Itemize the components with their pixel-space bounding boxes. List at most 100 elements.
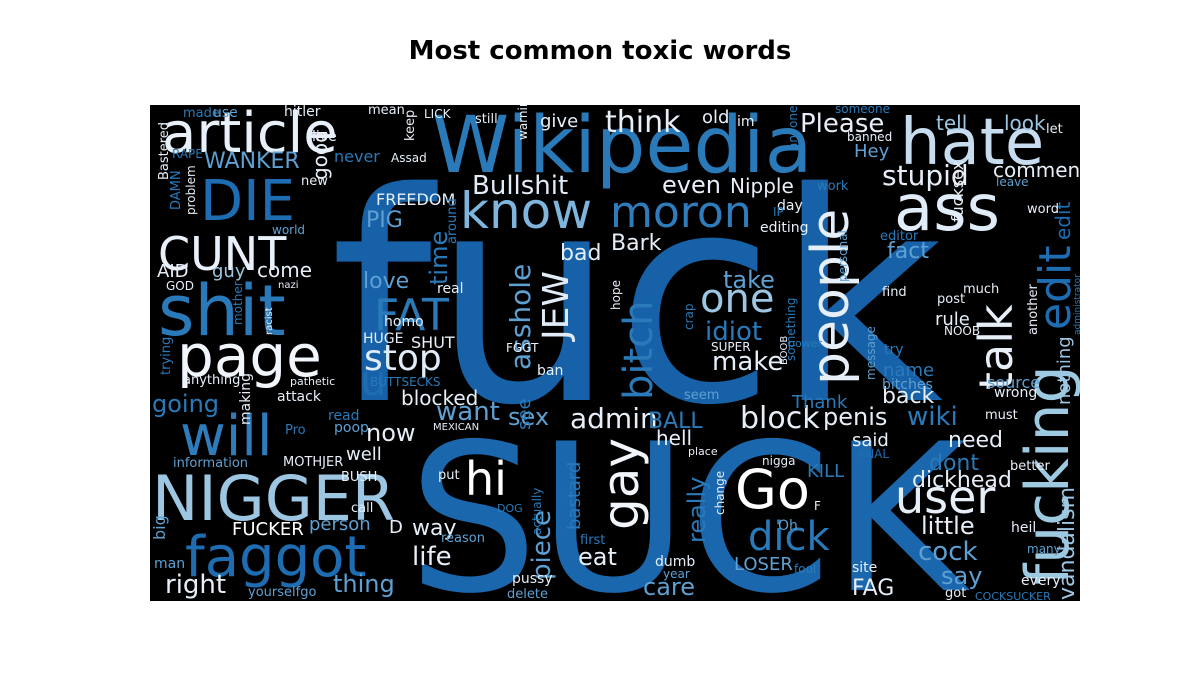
word-106: bitches [882, 377, 933, 393]
word-102: source [987, 373, 1040, 392]
word-152: personal [836, 230, 850, 282]
word-124: dumb [655, 554, 695, 570]
word-151: let [1046, 122, 1063, 137]
word-53: now [366, 419, 416, 447]
word-29: JEW [536, 271, 577, 342]
word-120: yourselfgo [248, 585, 316, 600]
word-99: see [514, 398, 535, 430]
word-170: hitler [284, 105, 321, 120]
word-16: will [180, 404, 272, 469]
word-184: anything [183, 373, 240, 388]
word-37: admin [570, 402, 658, 435]
word-196: nigga [762, 454, 796, 468]
word-97: said [852, 430, 889, 451]
word-193: around [445, 198, 460, 244]
word-27: one [700, 276, 774, 322]
word-66: love [363, 269, 409, 294]
word-181: racist [264, 307, 275, 335]
word-116: BUSH [341, 470, 377, 485]
word-94: FREEDOM [376, 190, 455, 209]
word-119: man [154, 556, 185, 572]
word-78: say [941, 562, 982, 590]
word-20: gay [592, 438, 650, 530]
word-71: come [257, 258, 312, 282]
word-160: IP [773, 205, 784, 219]
word-cloud: fuck SUCK Wikipedia article hate shit page NIGG… [150, 105, 1080, 601]
word-169: live [312, 129, 337, 145]
word-136: heil [1011, 520, 1036, 536]
word-44: look [1004, 111, 1046, 135]
word-144: try [884, 342, 904, 358]
word-23: user [895, 470, 995, 524]
word-101: name [883, 360, 934, 381]
word-87: rule [935, 309, 970, 330]
word-149: banned [847, 130, 892, 144]
word-38: vandalism [1055, 487, 1080, 600]
word-127: put [438, 468, 460, 483]
word-121: pussy [512, 571, 553, 587]
word-50: penis [823, 403, 887, 431]
word-147: word [1027, 202, 1059, 217]
word-128: Oh [778, 518, 798, 534]
word-154: something [784, 297, 798, 361]
word-92: never [334, 147, 380, 166]
word-34: WANKER [204, 149, 300, 174]
word-109: real [437, 281, 464, 297]
word-35: asshole [504, 264, 537, 370]
word-32: stupid [882, 159, 969, 192]
word-47: idiot [705, 317, 762, 347]
word-40: piece [527, 510, 557, 580]
word-165: LICK [424, 107, 452, 121]
word-30: think [605, 105, 681, 140]
word-11: ass [894, 172, 1000, 246]
word-56: thing [333, 570, 395, 598]
word-178: world [272, 223, 305, 237]
word-138: must [985, 408, 1018, 423]
word-192: crap [682, 303, 696, 330]
word-185: pathetic [290, 375, 335, 388]
word-158: work [817, 179, 849, 194]
word-186: making [238, 373, 254, 425]
word-190: FGGT [506, 341, 539, 355]
word-159: day [777, 198, 803, 214]
word-187: Pro [285, 423, 306, 438]
word-6: page [177, 322, 322, 390]
word-180: mother [231, 281, 245, 325]
word-22: hi [465, 452, 507, 506]
word-81: hell [656, 426, 692, 450]
word-51: sex [508, 403, 549, 431]
word-142: post [937, 292, 965, 307]
word-90: nothing [1054, 336, 1075, 405]
word-168: Assad [391, 151, 427, 165]
word-28: stop [364, 338, 442, 379]
word-150: someone [835, 105, 890, 116]
word-21: bitch [616, 300, 662, 400]
word-163: warning [516, 105, 530, 140]
word-62: Nipple [730, 174, 794, 198]
word-175: DAMN [169, 170, 184, 210]
word-10: fucking [1013, 365, 1080, 585]
word-18: talk [969, 304, 1023, 390]
word-131: site [852, 560, 877, 576]
word-8: faggot [185, 525, 366, 590]
word-129: F [814, 499, 821, 513]
word-75: care [643, 573, 695, 601]
word-67: good [308, 130, 332, 180]
word-130: fool [794, 562, 816, 576]
word-52: want [436, 397, 500, 427]
word-155: power [788, 337, 822, 350]
word-189: MEXICAN [433, 422, 479, 433]
word-164: still [475, 112, 498, 127]
word-1: SUCK [408, 401, 970, 601]
word-36: block [740, 401, 820, 436]
word-107: ban [537, 363, 563, 379]
word-117: call [351, 501, 373, 516]
word-43: tell [936, 111, 967, 135]
word-137: better [1010, 459, 1050, 474]
word-88: LOSER [734, 554, 793, 575]
word-191: hope [609, 280, 623, 310]
word-46: make [712, 347, 783, 377]
word-141: much [963, 282, 999, 297]
word-77: little [921, 512, 975, 540]
